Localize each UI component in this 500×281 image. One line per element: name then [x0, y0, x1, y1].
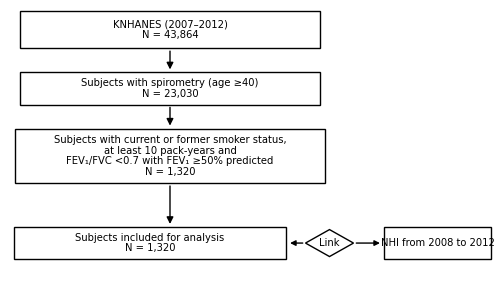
FancyBboxPatch shape — [384, 227, 491, 259]
FancyBboxPatch shape — [20, 10, 320, 48]
Text: Subjects with current or former smoker status,: Subjects with current or former smoker s… — [54, 135, 286, 145]
Text: N = 1,320: N = 1,320 — [125, 243, 176, 253]
Text: Subjects included for analysis: Subjects included for analysis — [76, 233, 225, 243]
Text: N = 43,864: N = 43,864 — [142, 30, 199, 40]
FancyBboxPatch shape — [20, 72, 320, 105]
FancyBboxPatch shape — [14, 227, 286, 259]
Text: N = 1,320: N = 1,320 — [145, 167, 195, 177]
Text: FEV₁/FVC <0.7 with FEV₁ ≥50% predicted: FEV₁/FVC <0.7 with FEV₁ ≥50% predicted — [66, 156, 274, 166]
Text: at least 10 pack-years and: at least 10 pack-years and — [104, 146, 236, 156]
Text: KNHANES (2007–2012): KNHANES (2007–2012) — [112, 19, 228, 29]
Polygon shape — [306, 230, 354, 257]
Text: Subjects with spirometry (age ≥40): Subjects with spirometry (age ≥40) — [82, 78, 258, 88]
Text: NHI from 2008 to 2012: NHI from 2008 to 2012 — [380, 238, 494, 248]
Text: Link: Link — [320, 238, 340, 248]
FancyBboxPatch shape — [15, 129, 325, 183]
Text: N = 23,030: N = 23,030 — [142, 89, 199, 99]
